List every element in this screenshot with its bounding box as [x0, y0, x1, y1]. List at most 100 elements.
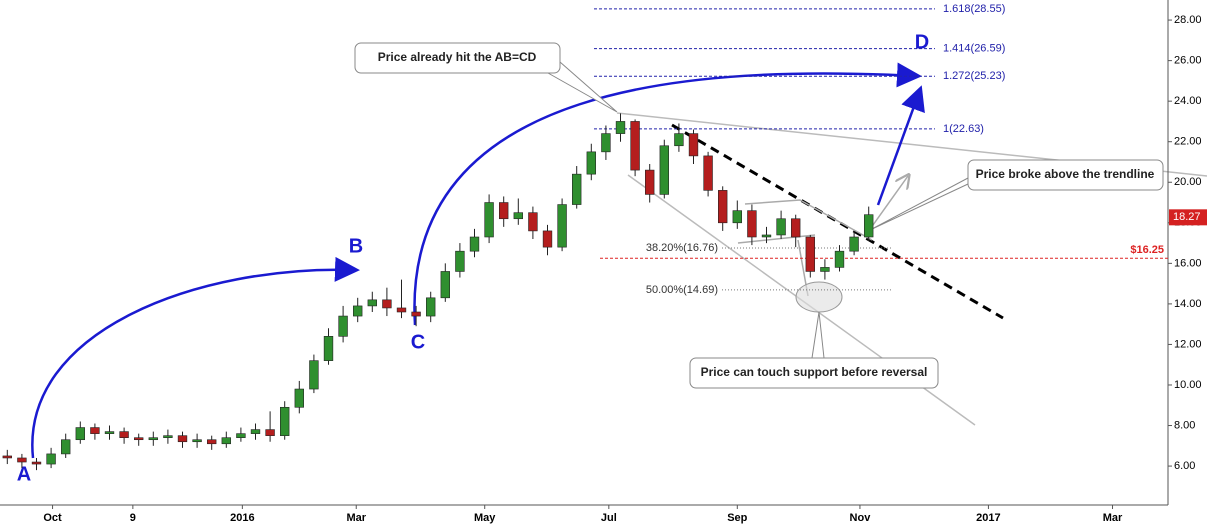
callout-pointer: [811, 311, 825, 359]
candle-body: [90, 427, 100, 434]
candle-body: [747, 210, 757, 238]
candle-body: [572, 173, 582, 205]
candle-body: [75, 427, 85, 441]
candle-body: [382, 299, 392, 309]
candle-body: [674, 133, 684, 147]
candle-body: [557, 204, 567, 248]
annotation: Price can touch support before reversal: [701, 365, 928, 379]
candle-body: [484, 202, 494, 238]
x-tick-label: 2016: [230, 512, 254, 524]
fib-label: 1.414(26.59): [943, 43, 1005, 55]
x-tick-label: 2017: [976, 512, 1000, 524]
last-price-label: 18.27: [1173, 211, 1201, 223]
y-tick-label: 12.00: [1174, 338, 1202, 350]
support-ellipse: [795, 281, 843, 313]
candle-body: [353, 305, 363, 317]
point-label: D: [915, 31, 929, 53]
y-tick-label: 8.00: [1174, 419, 1195, 431]
candle-body: [236, 433, 246, 438]
x-tick-label: Sep: [727, 512, 747, 524]
candle-body: [411, 311, 421, 317]
annotation: Price already hit the AB=CD: [378, 50, 537, 64]
candle-body: [586, 151, 596, 175]
y-tick-label: 28.00: [1174, 14, 1202, 26]
x-tick-label: Mar: [1103, 512, 1123, 524]
candle-body: [134, 437, 144, 441]
candle-body: [718, 190, 728, 224]
candle-body: [659, 145, 669, 195]
candle-body: [513, 212, 523, 220]
callout-box: [967, 159, 1164, 191]
candle-body: [104, 431, 115, 434]
y-tick-label: 24.00: [1174, 95, 1202, 107]
callout-box: [689, 357, 939, 389]
triangle-lines: [737, 199, 873, 244]
candle-body: [426, 297, 436, 317]
retracement-label: 38.20%(16.76): [646, 242, 718, 254]
x-tick-label: Jul: [601, 512, 617, 524]
x-tick-label: Mar: [346, 512, 366, 524]
gray-arrows: [797, 176, 908, 297]
candle-body: [615, 121, 626, 134]
x-tick-label: Nov: [850, 512, 872, 524]
point-label: C: [411, 331, 425, 353]
y-tick-label: 16.00: [1174, 257, 1202, 269]
x-tick-label: May: [474, 512, 496, 524]
drawings: [31, 42, 1207, 459]
candle-body: [820, 267, 830, 272]
cd-arc: [413, 62, 922, 326]
target-arrow: [876, 85, 925, 206]
candle-body: [776, 218, 786, 236]
candle-body: [177, 435, 188, 443]
candle-body: [703, 155, 713, 191]
candle-body: [761, 234, 772, 238]
x-tick-label: Oct: [43, 512, 62, 524]
candle-body: [834, 250, 845, 268]
y-tick-label: 20.00: [1174, 176, 1202, 188]
candle-body: [46, 453, 56, 465]
y-tick-label: 22.00: [1174, 136, 1202, 148]
fib-label: 1(22.63): [943, 123, 984, 135]
candle-body: [805, 236, 815, 272]
candle-body: [630, 121, 640, 171]
candle-body: [542, 230, 553, 248]
candle-body: [119, 431, 129, 438]
candle-body: [528, 212, 538, 232]
last-price-box: [1169, 209, 1207, 226]
candle-body: [469, 236, 480, 252]
candle-body: [791, 218, 801, 238]
candle-body: [367, 299, 377, 307]
candle-body: [323, 336, 334, 361]
retracement-label: 50.00%(14.69): [646, 284, 718, 296]
candle-body: [849, 236, 859, 252]
candle-body: [280, 406, 290, 436]
point-label: A: [17, 463, 31, 485]
candle-body: [17, 457, 27, 463]
candle-body: [645, 169, 655, 195]
candle-body: [732, 210, 742, 224]
candle-body: [864, 214, 874, 238]
candle-body: [499, 202, 509, 220]
y-tick-label: 6.00: [1174, 460, 1195, 472]
candle-body: [148, 437, 158, 441]
annotation: Price broke above the trendline: [976, 167, 1155, 181]
candle-body: [688, 133, 699, 157]
candle-body: [265, 429, 275, 436]
y-tick-label: 14.00: [1174, 298, 1202, 310]
candle-body: [207, 439, 217, 445]
y-tick-label: 26.00: [1174, 55, 1202, 67]
x-tick-label: 9: [130, 512, 136, 524]
callout-pointer: [547, 61, 618, 113]
callout-box: [354, 42, 561, 74]
fib-label: 1.618(28.55): [943, 3, 1005, 15]
point-label: B: [349, 235, 363, 257]
candle-body: [601, 133, 611, 153]
candle-body: [440, 271, 450, 299]
dashed-trendline: [671, 123, 1004, 320]
candle-body: [221, 437, 231, 445]
y-tick-label: 10.00: [1174, 379, 1202, 391]
fib-label: 1.272(25.23): [943, 70, 1005, 82]
candle-body: [2, 455, 12, 459]
ab-arc: [31, 256, 360, 459]
